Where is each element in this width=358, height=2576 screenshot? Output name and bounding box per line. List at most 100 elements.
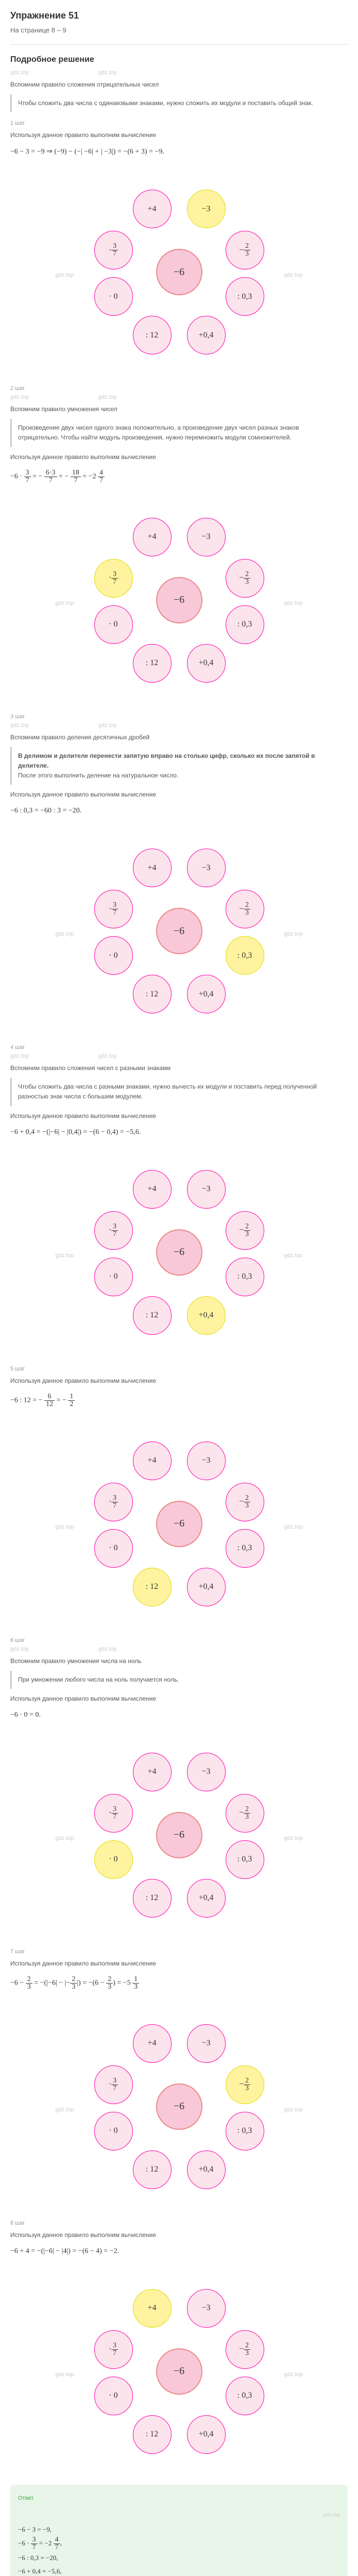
petal-8: ·37 [94,1483,133,1521]
answer-box: Ответ gdz.top −6 − 3 = −9, −6 · 37 = −2 … [10,2485,348,2576]
petal-3: −23 [226,2065,264,2104]
caption-calc-5: Используя данное правило выполним вычисл… [10,1376,348,1385]
caption-calc-2: Используя данное правило выполним вычисл… [10,452,348,462]
wm-left: gdz.top [56,1252,74,1259]
step-2-label: 2 шаг [10,385,348,392]
diagram-3: gdz.top gdz.top −6 +4 −3 −23 : 0,3 +0,4 … [10,828,348,1034]
wm-left: gdz.top [56,931,74,937]
petal-5: +0,4 [187,2415,226,2454]
page-ref: На странице 8 – 9 [10,26,348,34]
rule-div-t: В делимом и делителе перенести запятую в… [18,751,342,771]
petal-1: +4 [133,849,172,887]
petal-8: ·37 [94,2330,133,2369]
petal-4: : 0,3 [226,1258,264,1296]
petal-3: −23 [226,1211,264,1250]
page-label: На странице [10,26,49,34]
diagram-4: gdz.top gdz.top −6 +4 −3 −23 : 0,3 +0,4 … [10,1149,348,1355]
diagram-8: gdz.top gdz.top −6 +4 −3 −23 : 0,3 +0,4 … [10,2268,348,2475]
caption-recall-add: Вспомним правило сложения отрицательных … [10,80,348,89]
petal-8: ·37 [94,559,133,598]
answer-line: −6 − 3 = −9, [18,2523,340,2536]
answer-title: Ответ [18,2493,340,2504]
petal-2: −3 [187,849,226,887]
step-6-label: 6 шаг [10,1637,348,1643]
wm-left: gdz.top [56,2371,74,2378]
petal-7: · 0 [94,277,133,316]
step-3-label: 3 шаг [10,714,348,720]
wm-right: gdz.top [284,2371,302,2378]
petal-3: −23 [226,2330,264,2369]
petal-4: : 0,3 [226,1529,264,1568]
petal-7: · 0 [94,2112,133,2150]
petal-5: +0,4 [187,316,226,354]
petal-1: +4 [133,190,172,228]
wm-right: gdz.top [284,931,302,937]
equation-7: −6 − 23 = −(|−6| − |−23|) = −(6 − 23) = … [10,1973,348,1993]
caption-recall-mult: Вспомним правило умножения чисел [10,404,348,414]
petal-5: +0,4 [187,1568,226,1606]
caption-calc-3: Используя данное правило выполним вычисл… [10,790,348,799]
center-circle: −6 [156,1812,202,1858]
petal-6: : 12 [133,975,172,1013]
petal-2: −3 [187,2024,226,2063]
petal-7: · 0 [94,1529,133,1568]
equation-5: −6 : 12 = − 612 = − 12 [10,1391,348,1411]
step-4-label: 4 шаг [10,1044,348,1050]
caption-recall-zero: Вспомним правило умножения числа на ноль [10,1656,348,1666]
watermark: gdz.top gdz.top [10,394,348,400]
rule-add-same: Чтобы сложить два числа с одинаковыми зн… [10,94,348,112]
petal-4: : 0,3 [226,605,264,644]
petal-7: · 0 [94,1840,133,1879]
caption-calc-4: Используя данное правило выполним вычисл… [10,1111,348,1121]
step-7-label: 7 шаг [10,1948,348,1955]
divider [10,44,348,45]
petal-5: +0,4 [187,1879,226,1918]
petal-7: · 0 [94,936,133,975]
wm-left: gdz.top [56,1524,74,1530]
wm-right: gdz.top [284,1835,302,1841]
caption-calc-7: Используя данное правило выполним вычисл… [10,1959,348,1968]
petal-3: −23 [226,1483,264,1521]
caption-recall-div: Вспомним правило деления десятичных дроб… [10,733,348,742]
page-to: 9 [62,26,66,34]
watermark: gdz.top gdz.top [10,70,348,76]
wm-right: gdz.top [284,600,302,606]
rule-add-diff: Чтобы сложить два числа с разными знакам… [10,1078,348,1106]
page-from: 8 [52,26,55,34]
equation-3: −6 : 0,3 = −60 : 3 = −20. [10,804,348,818]
petal-7: · 0 [94,2377,133,2415]
wm-right: gdz.top [284,2107,302,2113]
caption-calc-1: Используя данное правило выполним вычисл… [10,130,348,140]
petal-1: +4 [133,1442,172,1480]
center-circle: −6 [156,908,202,954]
page-dash: – [57,26,61,34]
rule-div-s: После этого выполнить деление на натурал… [18,771,342,781]
petal-6: : 12 [133,644,172,683]
wm-right: gdz.top [284,272,302,278]
petal-4: : 0,3 [226,936,264,975]
petal-8: ·37 [94,890,133,928]
petal-6: : 12 [133,1879,172,1918]
center-circle: −6 [156,2083,202,2130]
petal-4: : 0,3 [226,1840,264,1879]
step-8-label: 8 шаг [10,2220,348,2226]
watermark: gdz.top gdz.top [10,1646,348,1652]
petal-1: +4 [133,2289,172,2328]
equation-8: −6 + 4 = −(|−6| − |4|) = −(6 − 4) = −2. [10,2245,348,2258]
petal-5: +0,4 [187,2150,226,2189]
petal-8: ·37 [94,2065,133,2104]
watermark: gdz.top [18,2509,340,2520]
equation-1: −6 − 3 = −9 ⇒ (−9) − (−| −6| + | −3|) = … [10,145,348,159]
answer-line: −6 · 37 = −2 47, [18,2536,340,2551]
rule-div: В делимом и делителе перенести запятую в… [10,747,348,785]
wm-left: gdz.top [56,600,74,606]
step-5-label: 5 шаг [10,1366,348,1372]
rule-zero: При умножении любого числа на ноль получ… [10,1671,348,1689]
petal-8: ·37 [94,231,133,269]
petal-6: : 12 [133,316,172,354]
wm-left: gdz.top [56,272,74,278]
watermark: gdz.top gdz.top [10,1053,348,1059]
wm-right: gdz.top [284,1252,302,1259]
petal-1: +4 [133,518,172,556]
wm-left: gdz.top [56,2107,74,2113]
